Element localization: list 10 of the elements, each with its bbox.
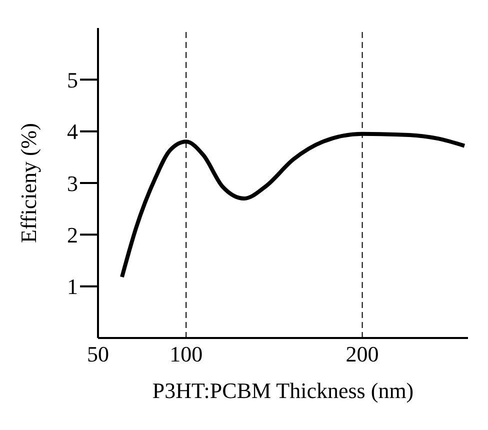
y-tick-label: 1: [67, 274, 78, 300]
y-tick-label: 4: [67, 119, 78, 144]
x-tick-label: 100: [170, 342, 203, 367]
x-tick-label: 200: [346, 342, 379, 367]
y-tick-label: 2: [67, 222, 78, 248]
y-axis-title: Efficieny (%): [16, 123, 41, 243]
y-tick-label: 3: [67, 170, 78, 196]
x-axis-title: P3HT:PCBM Thickness (nm): [152, 378, 414, 403]
y-tick-label: 5: [67, 67, 78, 92]
x-tick-label: 50: [87, 342, 109, 367]
